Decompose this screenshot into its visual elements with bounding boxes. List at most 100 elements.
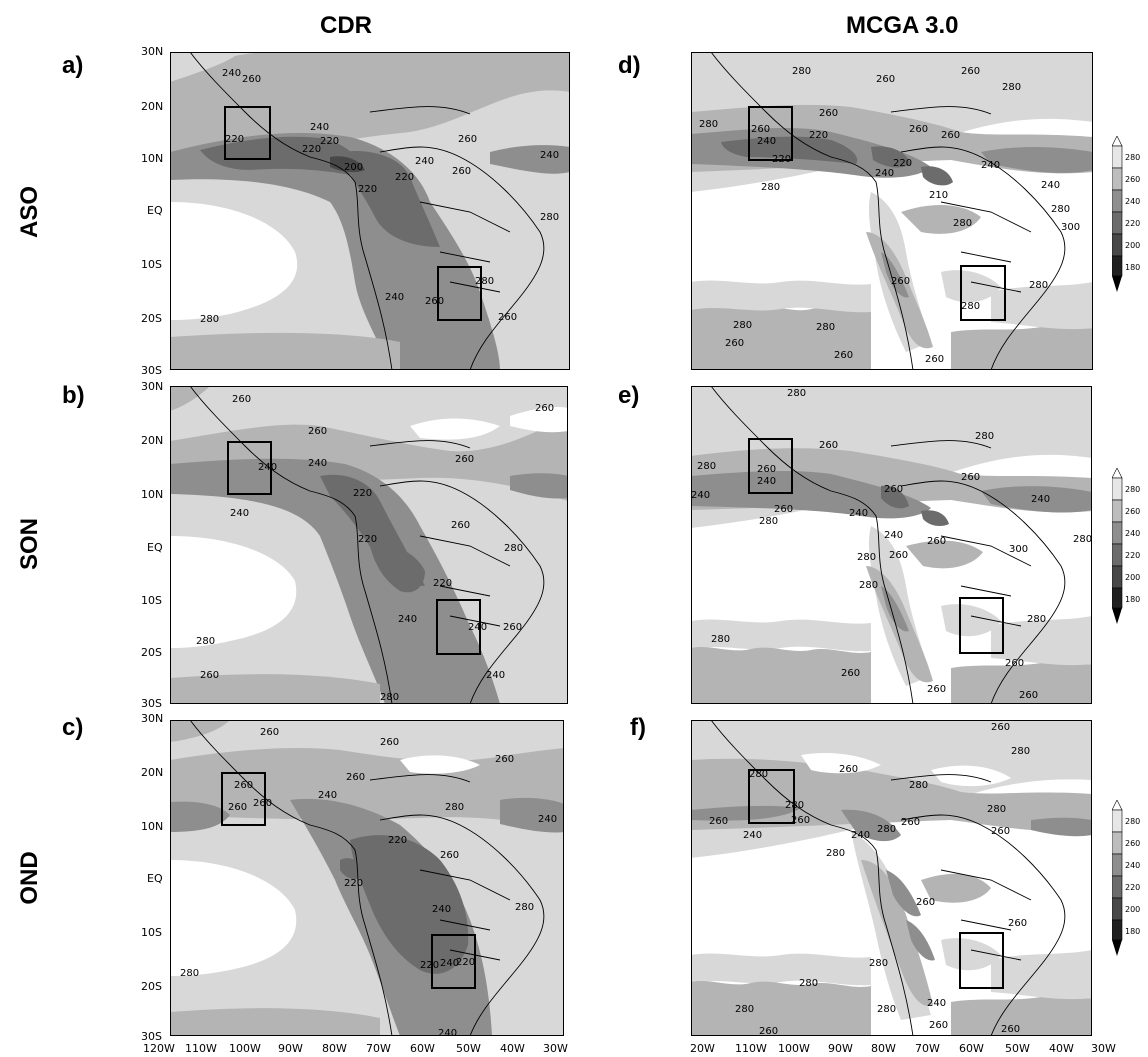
contour-label: 260 <box>839 764 858 775</box>
contour-label: 260 <box>503 622 522 633</box>
contour-label: 240 <box>849 508 868 519</box>
contour-label: 260 <box>380 737 399 748</box>
contour-label: 280 <box>180 968 199 979</box>
colorbar-label: 180 <box>1125 595 1140 604</box>
x-tick: 100W <box>229 1042 261 1055</box>
contour-label: 280 <box>1011 746 1030 757</box>
panel-label-a: a) <box>62 52 84 79</box>
contour-label: 240 <box>884 530 903 541</box>
y-tick: 20N <box>141 434 164 447</box>
contour-label: 210 <box>929 190 948 201</box>
x-tick: 40W <box>1049 1042 1074 1055</box>
panel-label-f: f) <box>630 714 646 741</box>
y-tick: 10N <box>141 488 164 501</box>
contour-label: 260 <box>1005 658 1024 669</box>
colorbar-label: 220 <box>1125 551 1140 560</box>
contour-label: 240 <box>743 830 762 841</box>
contour-label: 220 <box>344 878 363 889</box>
contour-label: 280 <box>859 580 878 591</box>
contour-label: 240 <box>691 490 710 501</box>
contour-label: 280 <box>200 314 219 325</box>
contour-label: 280 <box>799 978 818 989</box>
contour-label: 280 <box>504 543 523 554</box>
y-tick: 20S <box>141 312 162 325</box>
contour-label: 260 <box>925 354 944 365</box>
contour-label: 240 <box>1041 180 1060 191</box>
contour-label: 220 <box>358 534 377 545</box>
contour-label: 260 <box>891 276 910 287</box>
contour-label: 280 <box>961 301 980 312</box>
row-title-ond: OND <box>16 851 43 905</box>
contour-label: 220 <box>320 136 339 147</box>
y-tick: 10N <box>141 820 164 833</box>
colorbar-label: 260 <box>1125 175 1140 184</box>
x-tick: 20W <box>690 1042 715 1055</box>
contour-label: 280 <box>697 461 716 472</box>
contour-label: 280 <box>515 902 534 913</box>
contour-label: 260 <box>253 798 272 809</box>
contour-label: 240 <box>540 150 559 161</box>
contour-label: 280 <box>816 322 835 333</box>
contour-label: 220 <box>225 134 244 145</box>
contour-label: 220 <box>420 960 439 971</box>
panel-label-b: b) <box>62 382 85 409</box>
contour-label: 260 <box>819 108 838 119</box>
contour-label: 260 <box>308 426 327 437</box>
x-tick: 90W <box>278 1042 303 1055</box>
contour-label: 280 <box>380 692 399 703</box>
contour-label: 280 <box>540 212 559 223</box>
x-tick: 100W <box>778 1042 810 1055</box>
x-tick: 60W <box>410 1042 435 1055</box>
contour-label: 280 <box>787 388 806 399</box>
contour-label: 280 <box>953 218 972 229</box>
contour-label: 220 <box>388 835 407 846</box>
contour-label: 260 <box>961 66 980 77</box>
contour-label: 220 <box>772 154 791 165</box>
colorbar-label: 280 <box>1125 485 1140 494</box>
contour-label: 280 <box>909 780 928 791</box>
contour-label: 260 <box>200 670 219 681</box>
contour-label: 240 <box>230 508 249 519</box>
y-tick: 30N <box>141 380 164 393</box>
x-tick: 40W <box>500 1042 525 1055</box>
contour-label: 260 <box>884 484 903 495</box>
y-tick: 30N <box>141 45 164 58</box>
contour-label: 260 <box>498 312 517 323</box>
y-tick: 20S <box>141 646 162 659</box>
contour-label: 280 <box>1051 204 1070 215</box>
colorbar-label: 280 <box>1125 153 1140 162</box>
contour-label: 280 <box>785 800 804 811</box>
contour-label: 260 <box>440 850 459 861</box>
contour-label: 240 <box>875 168 894 179</box>
colorbar-label: 240 <box>1125 861 1140 870</box>
colorbar-label: 220 <box>1125 219 1140 228</box>
contour-label: 260 <box>451 520 470 531</box>
colorbar-label: 200 <box>1125 905 1140 914</box>
contour-label: 260 <box>889 550 908 561</box>
contour-label: 260 <box>709 816 728 827</box>
contour-label: 260 <box>260 727 279 738</box>
contour-label: 280 <box>975 431 994 442</box>
colorbar-aso: 280 260 240 220 200 180 <box>1111 135 1148 301</box>
x-tick: 110W <box>735 1042 767 1055</box>
contour-label: 260 <box>916 897 935 908</box>
contour-label: 260 <box>452 166 471 177</box>
x-tick: 70W <box>915 1042 940 1055</box>
panel-label-e: e) <box>618 382 640 409</box>
contour-label: 280 <box>749 769 768 780</box>
contour-label: 240 <box>385 292 404 303</box>
colorbar-label: 260 <box>1125 507 1140 516</box>
contour-label: 280 <box>826 848 845 859</box>
contour-label: 240 <box>308 458 327 469</box>
contour-label: 280 <box>1029 280 1048 291</box>
x-tick: 50W <box>456 1042 481 1055</box>
contour-label: 260 <box>927 536 946 547</box>
x-tick: 90W <box>828 1042 853 1055</box>
contour-label: 280 <box>877 824 896 835</box>
colorbar-label: 180 <box>1125 263 1140 272</box>
panel-label-d: d) <box>618 52 641 79</box>
map-panel-e: 280 260 280 260 240 240 260 260 280 280 … <box>691 386 1092 704</box>
contour-label: 300 <box>1009 544 1028 555</box>
y-tick: EQ <box>147 541 163 554</box>
contour-label: 220 <box>302 144 321 155</box>
